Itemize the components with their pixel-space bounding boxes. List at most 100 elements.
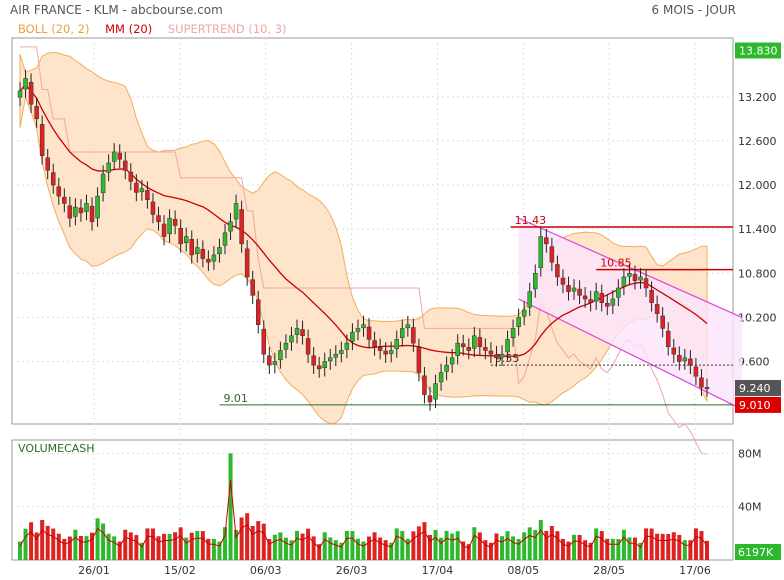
volume-bar xyxy=(655,533,660,560)
volume-bar xyxy=(283,537,288,560)
volume-bar xyxy=(67,536,72,560)
period-label[interactable]: 6 MOIS - JOUR xyxy=(651,3,736,17)
candle-body xyxy=(56,186,62,197)
candle-body xyxy=(305,338,311,355)
candle-body xyxy=(145,190,150,201)
candle-body xyxy=(455,342,460,356)
x-tick-label: 06/03 xyxy=(250,564,282,577)
volume-bar xyxy=(195,530,200,560)
volume-bar xyxy=(18,541,22,560)
indicator-legend: BOLL (20, 2) MM (20) SUPERTREND (10, 3) xyxy=(18,22,299,36)
candle-body xyxy=(111,151,117,162)
candle-body xyxy=(350,331,355,342)
legend-mm[interactable]: MM (20) xyxy=(105,22,153,36)
volume-bar xyxy=(549,526,554,560)
volume-bar xyxy=(51,528,56,560)
candle-body xyxy=(139,188,145,193)
candle-body xyxy=(167,217,172,235)
candle-body xyxy=(499,353,505,358)
volume-bar xyxy=(73,529,78,560)
volume-bar xyxy=(394,528,399,560)
volume-bar xyxy=(222,527,227,560)
volume-bar xyxy=(422,522,427,560)
volume-bar xyxy=(500,536,505,560)
price-badge-label: 13.830 xyxy=(739,44,778,57)
volume-bar xyxy=(128,532,133,560)
volume-bar xyxy=(256,521,261,560)
candle-body xyxy=(449,357,455,365)
legend-supertrend[interactable]: SUPERTREND (10, 3) xyxy=(167,22,287,36)
candle-body xyxy=(17,90,23,98)
candle-body xyxy=(183,236,189,244)
y-tick-label: 10.800 xyxy=(738,267,777,280)
candle-body xyxy=(388,350,394,354)
candle-body xyxy=(577,288,582,296)
x-tick-label: 15/02 xyxy=(164,564,196,577)
volume-bar xyxy=(466,544,471,560)
candle-body xyxy=(45,157,50,171)
volume-bar xyxy=(23,528,28,560)
candle-body xyxy=(67,205,73,219)
volume-bar xyxy=(644,528,649,560)
price-badge xyxy=(735,379,781,396)
candle-body xyxy=(699,377,704,388)
candle-body xyxy=(411,327,416,344)
volume-bar xyxy=(605,538,610,560)
candle-body xyxy=(117,152,122,160)
candle-body xyxy=(665,330,671,348)
candle-body xyxy=(427,395,433,403)
candle-body xyxy=(200,248,206,259)
volume-bar xyxy=(427,534,432,560)
volume-bar xyxy=(261,523,266,560)
volume-bar xyxy=(95,518,100,560)
channel-fill xyxy=(518,218,742,410)
candle-body xyxy=(178,227,183,245)
volume-bar xyxy=(228,453,233,560)
candle-body xyxy=(316,365,322,370)
candle-body xyxy=(134,182,139,193)
candle-body xyxy=(322,361,327,369)
volume-bar xyxy=(378,537,383,560)
volume-bar xyxy=(511,536,516,560)
volume-bar xyxy=(533,530,538,560)
candle-body xyxy=(693,366,699,377)
legend-boll[interactable]: BOLL (20, 2) xyxy=(18,22,90,36)
candle-body xyxy=(244,248,250,278)
candle-body xyxy=(394,339,399,350)
candle-body xyxy=(189,239,194,256)
candle-body xyxy=(588,299,593,303)
candle-body xyxy=(521,309,527,317)
candle-body xyxy=(366,326,372,340)
candle-body xyxy=(84,203,89,212)
candle-body xyxy=(361,324,366,329)
candle-body xyxy=(250,279,255,296)
volume-bar xyxy=(211,538,216,560)
candle-body xyxy=(488,350,494,355)
volume-bar xyxy=(173,532,178,560)
volume-bar xyxy=(106,533,111,560)
volume-bar xyxy=(439,537,444,560)
chart-title: AIR FRANCE - KLM - abcbourse.com xyxy=(10,3,223,17)
level-label: 9.01 xyxy=(223,392,248,405)
volume-bar xyxy=(594,528,599,560)
candle-body xyxy=(422,375,427,395)
candle-body xyxy=(483,347,488,351)
volume-bar xyxy=(134,535,139,560)
volume-bar xyxy=(450,533,455,560)
volume-bar xyxy=(145,528,150,560)
volume-bar xyxy=(677,534,682,560)
candle-body xyxy=(582,295,588,300)
volume-bar xyxy=(167,534,172,560)
volume-bar xyxy=(306,528,311,560)
candle-body xyxy=(339,350,344,354)
x-tick-label: 26/03 xyxy=(336,564,368,577)
candle-body xyxy=(344,342,350,350)
volume-bar xyxy=(555,531,560,560)
volume-bar xyxy=(139,542,144,560)
volume-bar xyxy=(101,523,106,560)
volume-bar xyxy=(117,541,122,560)
volume-bar xyxy=(289,540,294,560)
volume-bar xyxy=(599,531,604,560)
volume-bar xyxy=(666,534,671,560)
